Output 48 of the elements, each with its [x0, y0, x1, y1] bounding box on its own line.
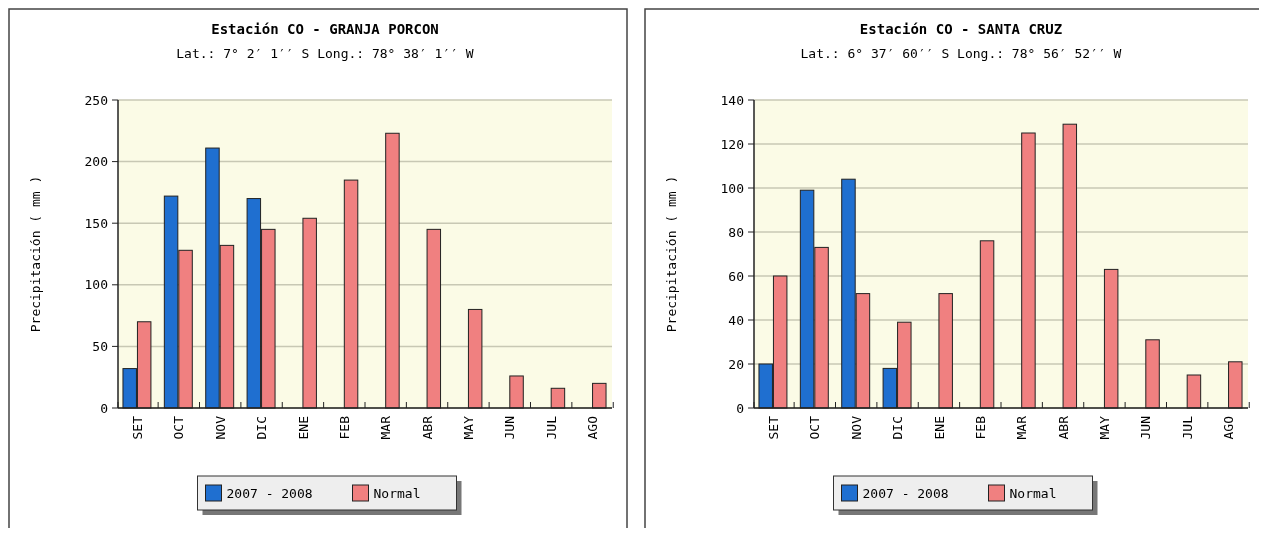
x-tick-label: ABR [419, 415, 435, 440]
y-tick-label: 100 [720, 180, 744, 196]
x-tick-label: FEB [336, 415, 352, 440]
x-tick-label: MAY [1096, 415, 1112, 440]
y-axis-title: Precipitación ( mm ) [664, 175, 679, 333]
y-tick-label: 100 [84, 277, 108, 293]
x-tick-label: ABR [1055, 415, 1071, 440]
x-tick-label: NOV [848, 415, 864, 440]
y-tick-label: 60 [728, 268, 744, 284]
x-tick-label: DIC [254, 416, 270, 440]
y-tick-label: 140 [720, 92, 744, 108]
x-tick-label: SET [766, 415, 781, 440]
y-tick-label: 120 [720, 136, 744, 152]
x-tick-label: OCT [807, 415, 823, 440]
x-tick-label: ENE [931, 416, 947, 440]
x-tick-label: DIC [890, 416, 906, 440]
y-tick-label: 20 [728, 356, 744, 372]
x-tick-label: NOV [212, 415, 228, 440]
x-tick-label: MAR [378, 415, 394, 440]
x-tick-label: MAY [460, 415, 476, 440]
y-tick-label: 80 [728, 224, 744, 240]
chart-title: Estación CO - SANTA CRUZ [859, 21, 1063, 37]
y-tick-label: 50 [92, 338, 108, 354]
y-tick-label: 40 [728, 312, 744, 328]
legend-label: Normal [1009, 485, 1057, 501]
x-tick-label: MAR [1014, 415, 1030, 440]
legend-label: 2007 - 2008 [226, 485, 313, 501]
y-tick-label: 0 [100, 400, 108, 416]
x-tick-label: FEB [972, 415, 988, 440]
x-tick-label: ENE [295, 416, 311, 440]
x-tick-label: SET [130, 415, 145, 440]
x-tick-label: AGO [1221, 415, 1237, 440]
x-tick-label: JUN [502, 416, 518, 440]
y-tick-label: 200 [84, 154, 108, 170]
y-tick-label: 250 [84, 92, 108, 108]
legend-label: Normal [373, 485, 421, 501]
x-tick-label: OCT [171, 415, 187, 440]
x-tick-label: JUL [543, 415, 559, 440]
x-tick-label: JUL [1179, 415, 1195, 440]
y-tick-label: 150 [84, 215, 108, 231]
chart-subtitle: Lat.: 7° 2′ 1′′ S Long.: 78° 38′ 1′′ W [176, 46, 474, 61]
chart-subtitle: Lat.: 6° 37′ 60′′ S Long.: 78° 56′ 52′′ W [800, 46, 1122, 61]
chart-title: Estación CO - GRANJA PORCON [211, 21, 439, 37]
x-tick-label: JUN [1138, 416, 1154, 440]
y-axis-title: Precipitación ( mm ) [28, 175, 43, 333]
x-tick-label: AGO [585, 415, 601, 440]
y-tick-label: 0 [736, 400, 744, 416]
legend-label: 2007 - 2008 [862, 485, 949, 501]
